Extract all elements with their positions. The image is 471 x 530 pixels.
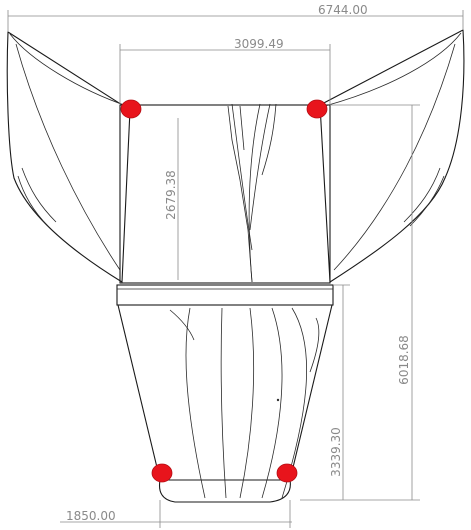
- marker-top-right: [306, 99, 328, 119]
- dim-lower-height: 3339.30: [329, 284, 350, 500]
- markers: [120, 99, 328, 483]
- base-width-label: 1850.00: [66, 509, 116, 523]
- right-wing: [319, 29, 465, 283]
- left-wing: [6, 31, 131, 283]
- dim-total-height: 6018.68: [300, 104, 420, 501]
- upper-height-label: 2679.38: [164, 170, 178, 220]
- marker-bottom-left: [151, 463, 173, 483]
- dim-overall-width: 6744.00: [7, 3, 464, 32]
- lower-body: [117, 304, 333, 503]
- body-width-label: 3099.49: [234, 37, 284, 51]
- marker-bottom-right: [276, 463, 298, 483]
- marker-top-left: [120, 99, 142, 119]
- upper-body: [119, 103, 331, 284]
- dim-body-width: 3099.49: [119, 37, 331, 105]
- dim-base-width: 1850.00: [60, 500, 292, 528]
- middle-band: [116, 284, 334, 306]
- total-height-label: 6018.68: [397, 335, 411, 385]
- overall-width-label: 6744.00: [318, 3, 368, 17]
- dim-upper-height: 2679.38: [164, 118, 179, 280]
- lower-height-label: 3339.30: [329, 427, 343, 477]
